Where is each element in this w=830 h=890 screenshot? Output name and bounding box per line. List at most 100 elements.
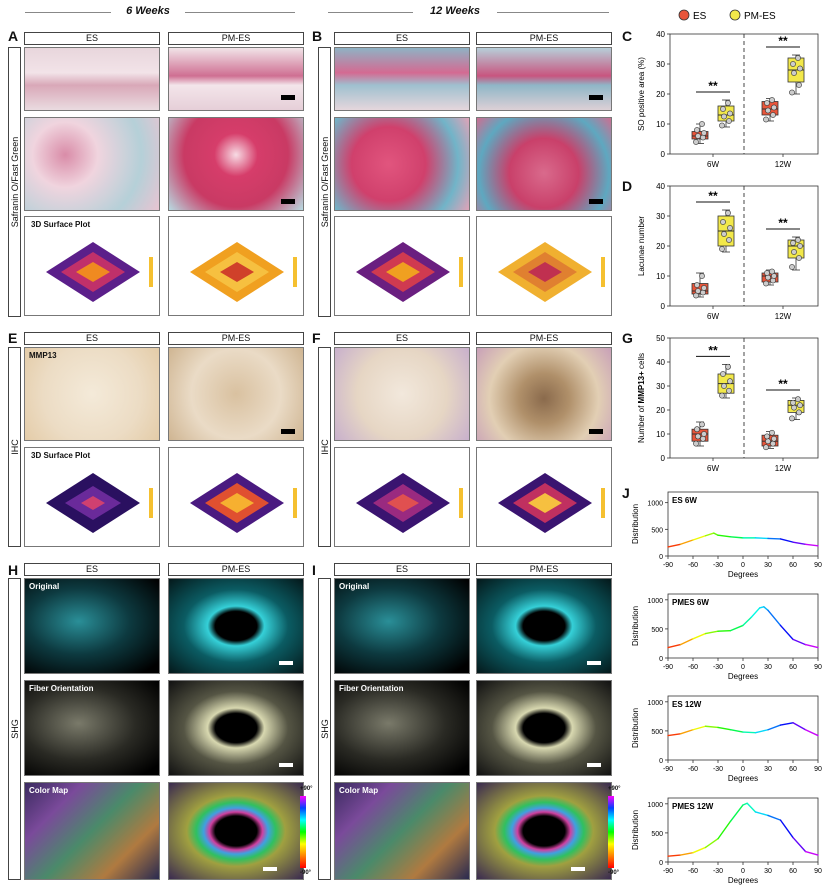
- distribution-line-segment: [713, 532, 719, 536]
- data-point: [769, 97, 775, 103]
- chart-distribution-es-6w: ES 6W 0 500 1000 -90 -60 -30 0 30 60 90 Degrees Dist…: [631, 491, 822, 579]
- significance-label: **: [708, 79, 718, 93]
- y-tick-label: 10: [656, 430, 665, 439]
- y-tick-label: 40: [656, 30, 665, 39]
- x-tick-label: -60: [688, 868, 698, 875]
- data-point: [770, 440, 776, 447]
- data-point: [763, 444, 769, 451]
- x-tick-label: 0: [741, 868, 745, 875]
- distribution-line-segment: [754, 537, 769, 540]
- data-point: [791, 70, 797, 76]
- data-point: [791, 404, 797, 411]
- y-tick-label: 10: [656, 272, 665, 281]
- y-tick-label: 0: [659, 554, 663, 561]
- x-tick-label: -90: [663, 868, 673, 875]
- row-label-ihc: IHC: [8, 347, 21, 547]
- data-point: [771, 435, 777, 442]
- y-tick-label: 1000: [647, 700, 663, 707]
- distribution-line-segment: [792, 836, 807, 853]
- distribution-line-segment: [754, 729, 769, 734]
- data-point: [797, 65, 803, 72]
- y-tick-label: 0: [661, 150, 666, 159]
- x-tick-label: 30: [764, 868, 772, 875]
- x-tick-label: -90: [663, 664, 673, 671]
- distribution-line-segment: [746, 802, 757, 813]
- col-header-es: ES: [334, 563, 470, 576]
- panel-label-i: I: [312, 562, 316, 578]
- distribution-line-segment: [692, 725, 707, 731]
- color-scale-bar: [608, 796, 614, 868]
- distribution-line-segment: [729, 804, 744, 822]
- shg-color-map-es-6w: Color Map: [24, 782, 160, 880]
- y-tick-label: 40: [656, 182, 665, 191]
- data-point: [701, 431, 707, 437]
- y-tick-label: 0: [659, 656, 663, 663]
- ihc-image-pmes-12w: [476, 347, 612, 441]
- data-point: [727, 225, 733, 231]
- distribution-line-segment: [742, 731, 757, 734]
- distribution-line-segment: [767, 537, 782, 540]
- data-point: [721, 113, 727, 120]
- data-point: [726, 118, 732, 124]
- data-point: [791, 249, 797, 255]
- x-tick-label: -60: [688, 766, 698, 773]
- distribution-line-segment: [692, 632, 707, 640]
- x-tick-label: -30: [713, 868, 723, 875]
- color-scale-bottom-label: -90°: [608, 870, 620, 876]
- significance-label: **: [778, 34, 788, 48]
- histology-overview-es-6w: [24, 47, 160, 111]
- distribution-line-segment: [742, 616, 753, 627]
- y-tick-label: 500: [651, 527, 663, 534]
- ihc-surface-plot-pmes-6w: [168, 447, 304, 547]
- distribution-line-segment: [792, 722, 807, 731]
- color-scale-top-label: +90°: [300, 786, 313, 792]
- ihc-surface-plot-pmes-12w: [476, 447, 612, 547]
- x-tick-label: 6W: [707, 464, 719, 473]
- data-point: [790, 61, 796, 67]
- distribution-line-segment: [692, 846, 707, 854]
- distribution-line-segment: [754, 811, 769, 817]
- y-axis-label: Distribution: [631, 810, 640, 850]
- y-axis-label: SO positive area (%): [637, 57, 646, 131]
- x-tick-label: 90: [814, 664, 822, 671]
- x-tick-label: -30: [713, 766, 723, 773]
- chart-lacunae-number: 0 10 20 30 40 Lacunae number 6W 12W ** **: [637, 182, 819, 321]
- shg-color-map-pmes-6w: [168, 782, 304, 880]
- data-point: [694, 127, 700, 133]
- histology-zoom-pmes-6w: [168, 117, 304, 211]
- data-point: [725, 100, 731, 106]
- col-header-pmes: PM-ES: [168, 563, 304, 576]
- legend-es-marker: [678, 9, 690, 21]
- data-point: [795, 55, 801, 61]
- shg-fiber-orientation-es-6w: Fiber Orientation: [24, 680, 160, 776]
- data-point: [693, 440, 699, 447]
- distribution-line-segment: [692, 535, 707, 541]
- distribution-line-segment: [667, 543, 682, 548]
- x-tick-label: 60: [789, 766, 797, 773]
- data-point: [765, 438, 771, 445]
- shg-color-map-pmes-12w: [476, 782, 612, 880]
- y-axis-label: Lacunae number: [637, 216, 646, 276]
- distribution-line-segment: [679, 539, 694, 545]
- data-point: [789, 264, 795, 270]
- distribution-line-segment: [758, 606, 765, 609]
- distribution-line-segment: [750, 607, 761, 618]
- y-tick-label: 20: [656, 406, 665, 415]
- histology-overview-pmes-12w: [476, 47, 612, 111]
- col-header-es: ES: [24, 563, 160, 576]
- y-tick-label: 20: [656, 242, 665, 251]
- x-tick-label: -30: [713, 562, 723, 569]
- data-point: [726, 387, 732, 394]
- data-point: [789, 415, 795, 422]
- ihc-image-es-12w: [334, 347, 470, 441]
- header-12-weeks: 12 Weeks: [430, 5, 480, 17]
- y-tick-label: 30: [656, 382, 665, 391]
- y-axis-label: Distribution: [631, 504, 640, 544]
- data-point: [763, 116, 769, 123]
- data-point: [719, 392, 725, 399]
- histology-zoom-es-12w: [334, 117, 470, 211]
- x-tick-label: 6W: [707, 312, 719, 321]
- data-point: [797, 402, 803, 409]
- distribution-line-segment: [679, 729, 694, 735]
- data-point: [727, 378, 733, 385]
